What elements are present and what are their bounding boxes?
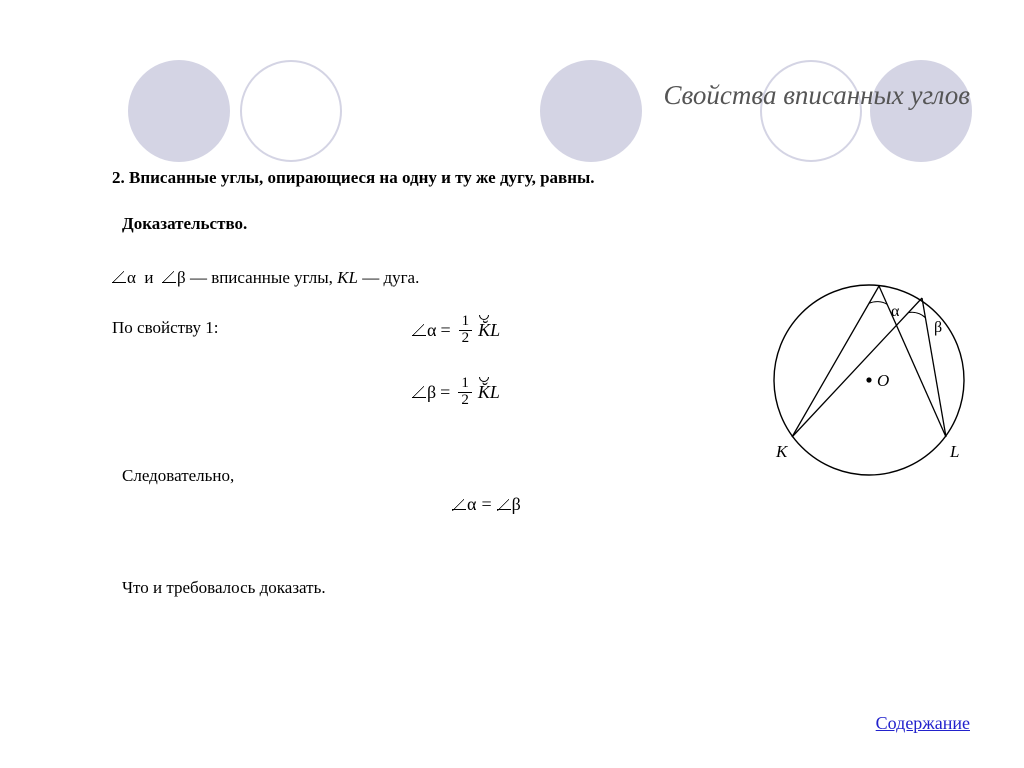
- formula-equality: α = β: [452, 494, 521, 515]
- frac-den: 2: [458, 393, 472, 409]
- qed: Что и требовалось доказать.: [122, 578, 326, 598]
- given-tail2: — дуга.: [358, 268, 419, 287]
- conj: и: [144, 268, 153, 287]
- decorative-circle: [540, 60, 642, 162]
- svg-text:α: α: [891, 303, 900, 320]
- page-title: Свойства вписанных углов: [664, 80, 970, 111]
- svg-text:β: β: [934, 319, 942, 336]
- alpha-sym: α: [127, 268, 136, 287]
- given-tail: — вписанные углы,: [190, 268, 337, 287]
- decorative-circle: [240, 60, 342, 162]
- formula-beta: β = 12 K̆L: [412, 376, 632, 431]
- frac-num: 1: [459, 314, 473, 331]
- arc-KL: K̆L: [478, 382, 500, 403]
- angle-icon: [412, 386, 426, 398]
- angle-icon: [497, 499, 511, 511]
- frac-den: 2: [459, 331, 473, 347]
- proof-label: Доказательство.: [122, 214, 932, 234]
- alpha-sym: α: [467, 494, 476, 515]
- angle-icon: [452, 499, 466, 511]
- beta-sym: β: [512, 494, 521, 515]
- beta-sym: β: [427, 382, 436, 403]
- angle-icon: [112, 271, 126, 283]
- contents-link[interactable]: Содержание: [876, 713, 970, 734]
- svg-text:O: O: [877, 371, 889, 390]
- decorative-circle: [128, 60, 230, 162]
- arc-KL: K̆L: [478, 320, 500, 341]
- angle-icon: [412, 324, 426, 336]
- formula-alpha: α = 12 K̆L: [412, 314, 632, 369]
- alpha-sym: α: [427, 320, 436, 341]
- arc-name: KL: [337, 268, 358, 287]
- decorative-circle: [760, 60, 862, 162]
- frac-num: 1: [458, 376, 472, 393]
- decorative-circle: [870, 60, 972, 162]
- svg-text:K: K: [775, 442, 789, 461]
- geometry-diagram: O K Lα β: [759, 270, 979, 490]
- angle-icon: [162, 271, 176, 283]
- svg-text:L: L: [949, 442, 959, 461]
- beta-sym: β: [177, 268, 186, 287]
- therefore: Следовательно,: [122, 466, 234, 486]
- theorem-statement: 2. Вписанные углы, опирающиеся на одну и…: [112, 168, 932, 188]
